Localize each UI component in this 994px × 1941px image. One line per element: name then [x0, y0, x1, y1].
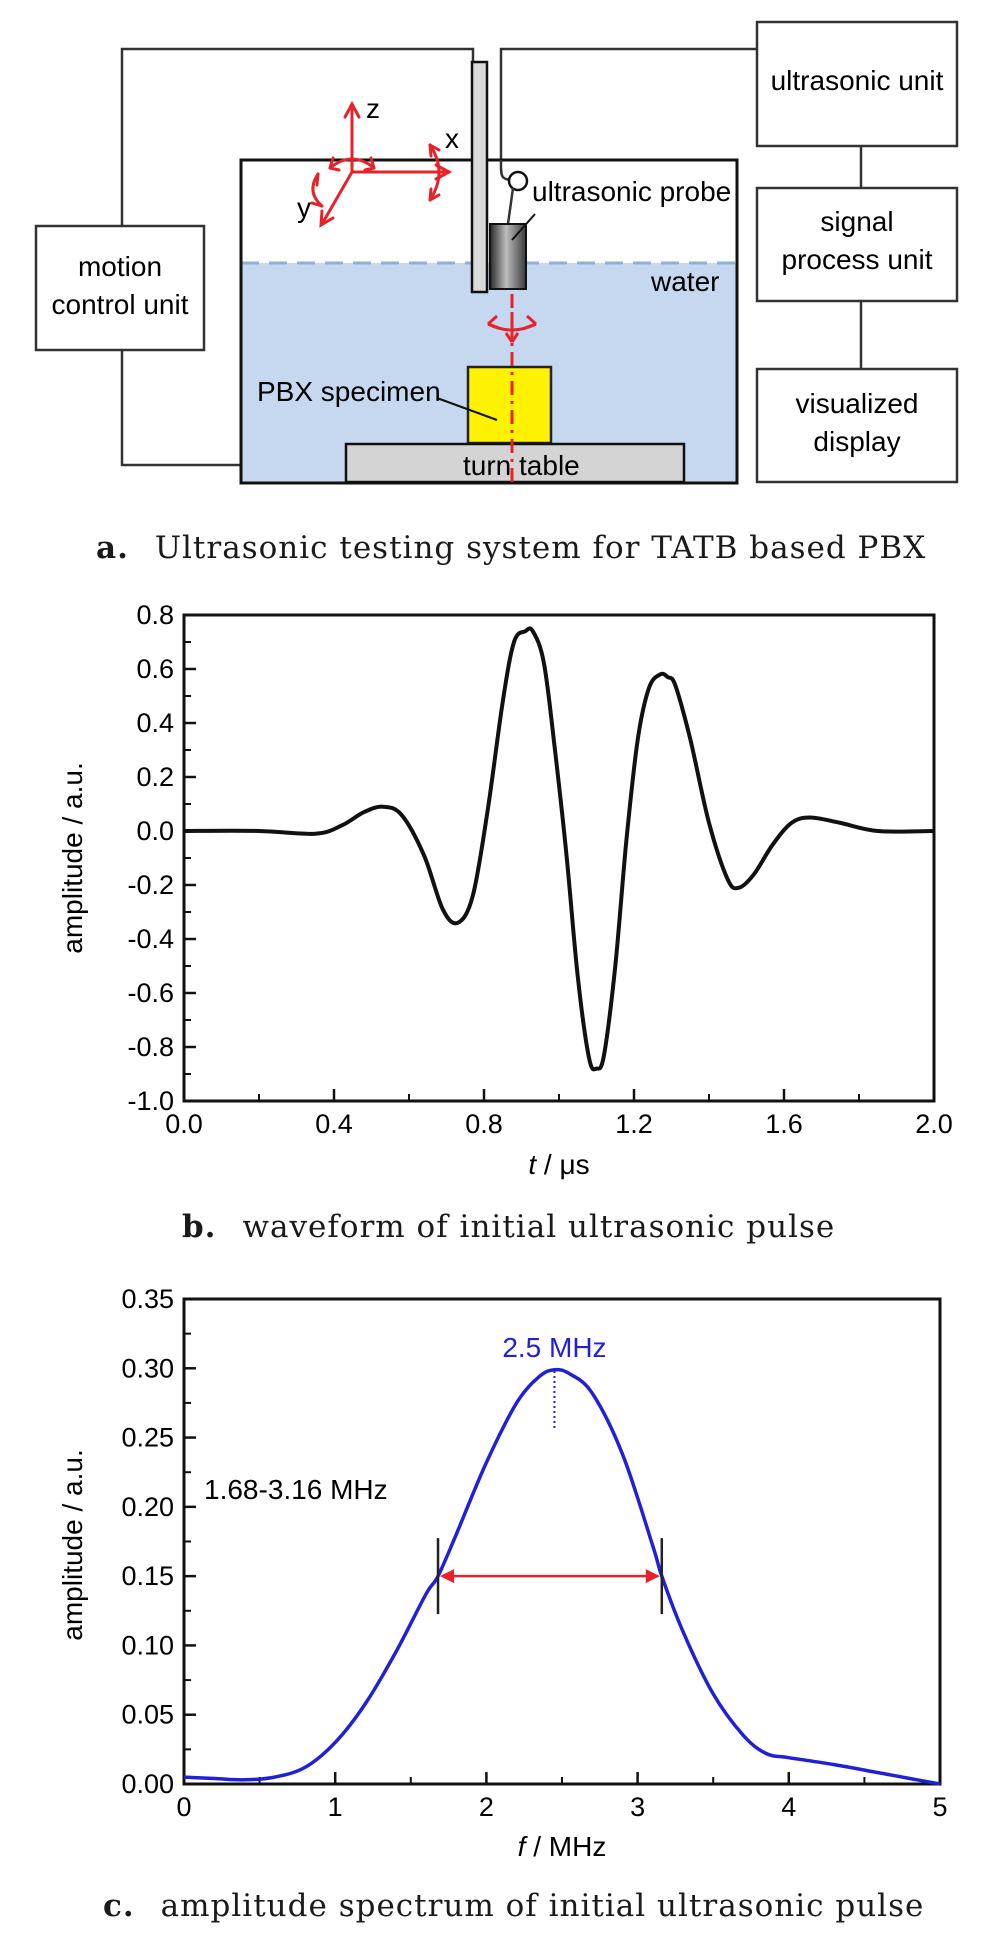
y-tick-label: -0.4 [127, 924, 174, 954]
x-tick-label: 2.0 [915, 1109, 953, 1139]
caption-b-letter: b. [182, 1209, 216, 1245]
y-tick-label: 0.25 [121, 1423, 174, 1453]
specimen-label: PBX specimen [257, 376, 441, 407]
ultrasonic-unit-label: ultrasonic unit [771, 65, 944, 96]
x-tick-label: 0.0 [165, 1109, 203, 1139]
series-line [183, 1367, 941, 1786]
caption-c-letter: c. [103, 1888, 135, 1924]
x-tick-label: 0 [176, 1792, 191, 1822]
caption-a-letter: a. [96, 530, 129, 566]
caption-c: c. amplitude spectrum of initial ultrason… [103, 1888, 924, 1924]
signal-process-label-1: signal [820, 206, 893, 237]
turn-table [344, 442, 686, 484]
y-tick-label: 0.6 [136, 654, 174, 684]
chart-c-xlabel-unit: / MHz [525, 1831, 606, 1862]
x-tick-label: 3 [630, 1792, 645, 1822]
y-tick-label: 0.0 [136, 816, 174, 846]
y-tick-label: -0.6 [127, 978, 174, 1008]
panel-c-chart: 0.00 0.05 0.10 0.15 0.20 0.25 0.30 0.35 0 1 2 3 4 5 2… [57, 1284, 948, 1924]
y-tick-label: 0.00 [121, 1769, 174, 1799]
chart-c-xlabel-var: f [518, 1831, 529, 1862]
chart-c-xlabel: f / MHz [518, 1831, 607, 1862]
chart-b-xlabel-unit: / μs [536, 1149, 589, 1180]
rotation-arrow [487, 312, 537, 343]
band-label: 1.68-3.16 MHz [204, 1474, 388, 1505]
chart-b-ylabel: amplitude / a.u. [57, 762, 88, 953]
caption-c-text: amplitude spectrum of initial ultrasonic… [161, 1888, 925, 1924]
x-tick-label: 2 [479, 1792, 494, 1822]
y-tick-label: 0.35 [121, 1284, 174, 1314]
y-tick-label: 0.2 [136, 762, 174, 792]
motion-axes [310, 100, 453, 228]
motion-control-label-2: control unit [52, 289, 189, 320]
panel-a-diagram: z x y ultrasonic probe water PBX specime… [34, 20, 959, 566]
visualized-display-box [755, 367, 959, 484]
chart-b-xlabel: t / μs [528, 1149, 589, 1180]
y-tick-label: 0.20 [121, 1492, 174, 1522]
axis-y-label: y [297, 192, 311, 223]
band-arrow-left-icon [440, 1569, 455, 1584]
caption-a-text: Ultrasonic testing system for TATB based… [155, 530, 926, 566]
y-tick-label: 0.4 [136, 708, 174, 738]
motion-control-label-1: motion [78, 251, 162, 282]
y-tick-label: -0.8 [127, 1032, 174, 1062]
ultrasonic-unit-box [755, 20, 959, 148]
x-tick-label: 0.4 [315, 1109, 353, 1139]
water-label: water [650, 266, 719, 297]
y-tick-label: 0.10 [121, 1630, 174, 1660]
x-tick-label: 0.8 [465, 1109, 503, 1139]
chart-b-xlabel-var: t [528, 1149, 537, 1180]
peak-label: 2.5 MHz [502, 1332, 606, 1363]
y-tick-label: 0.05 [121, 1700, 174, 1730]
y-tick-label: 0.8 [136, 600, 174, 630]
series-line [183, 626, 935, 1072]
caption-b: b. waveform of initial ultrasonic pulse [182, 1209, 835, 1245]
caption-b-text: waveform of initial ultrasonic pulse [242, 1209, 835, 1245]
visualized-display-label-1: visualized [796, 388, 919, 419]
x-tick-label: 1.2 [615, 1109, 653, 1139]
signal-process-label-2: process unit [782, 244, 933, 275]
pbx-specimen [466, 365, 553, 445]
chart-b-frame [182, 613, 936, 1103]
x-tick-label: 1.6 [765, 1109, 803, 1139]
x-tick-label: 4 [781, 1792, 796, 1822]
chart-c-ylabel: amplitude / a.u. [57, 1449, 88, 1640]
x-tick-label: 5 [932, 1792, 947, 1822]
y-tick-label: 0.15 [121, 1561, 174, 1591]
x-tick-label: 1 [328, 1792, 343, 1822]
visualized-display-label-2: display [813, 426, 900, 457]
axis-x-label: x [445, 123, 459, 154]
cable-loop [507, 170, 529, 192]
panel-b-chart: -1.0 -0.8 -0.6 -0.4 -0.2 0.0 0.2 0.4 0.6 0.8 0.0 0.… [57, 600, 953, 1245]
signal-process-box [755, 186, 959, 303]
y-tick-label: -0.2 [127, 870, 174, 900]
band-arrow-right-icon [645, 1569, 660, 1584]
probe-rod [470, 60, 489, 294]
ultrasonic-probe [489, 223, 527, 290]
probe-label: ultrasonic probe [532, 176, 731, 207]
axis-z-label: z [366, 93, 380, 124]
motion-control-box [34, 224, 206, 352]
y-tick-label: 0.30 [121, 1353, 174, 1383]
turn-table-label: turn table [463, 450, 580, 481]
caption-a: a. Ultrasonic testing system for TATB bas… [96, 530, 926, 566]
y-tick-label: -1.0 [127, 1086, 174, 1116]
